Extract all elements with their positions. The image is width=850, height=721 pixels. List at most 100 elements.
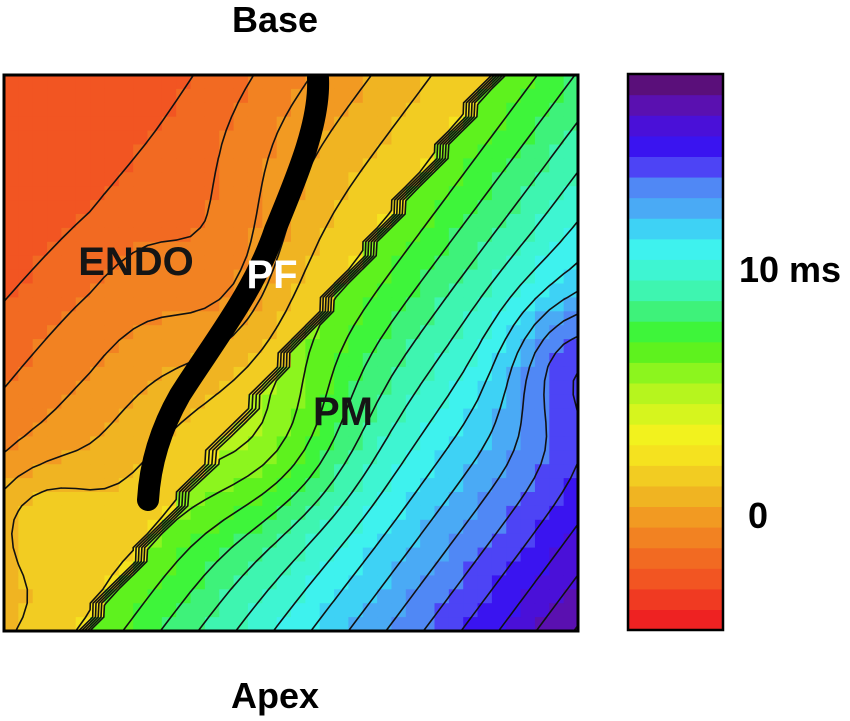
heatmap-cell — [563, 130, 578, 146]
heatmap-cell — [291, 380, 307, 396]
heatmap-cell — [233, 353, 249, 368]
heatmap-cell — [291, 575, 307, 590]
heatmap-cell — [520, 603, 536, 618]
heatmap-cell — [276, 561, 292, 577]
heatmap-cell — [491, 297, 507, 312]
colorbar-band — [628, 609, 723, 631]
heatmap-cell — [405, 297, 421, 312]
contour-line — [75, 75, 493, 631]
heatmap-cell — [247, 158, 263, 173]
heatmap-cell — [563, 464, 578, 479]
heatmap-cell — [534, 200, 550, 215]
heatmap-cell — [362, 88, 378, 104]
heatmap-cell — [118, 394, 134, 410]
heatmap-cell — [147, 366, 163, 382]
heatmap-cell — [491, 130, 507, 146]
heatmap-cell — [362, 450, 378, 465]
heatmap-cell — [176, 561, 192, 577]
heatmap-cell — [190, 269, 206, 285]
heatmap-cell — [47, 283, 63, 299]
heatmap-cell — [133, 297, 149, 312]
heatmap-cell — [61, 617, 77, 631]
heatmap-cell — [204, 102, 220, 118]
colorbar-band — [628, 362, 723, 384]
colorbar-band — [628, 197, 723, 219]
heatmap-cell — [491, 158, 507, 173]
heatmap-cell — [147, 241, 163, 257]
heatmap-cell — [491, 311, 507, 326]
heatmap-cell — [391, 464, 407, 479]
heatmap-cell — [434, 561, 450, 577]
heatmap-cell — [463, 617, 479, 631]
heatmap-cell — [4, 325, 20, 340]
heatmap-cell — [47, 227, 63, 243]
heatmap-cell — [477, 269, 493, 285]
heatmap-cell — [434, 533, 450, 549]
contour-line — [497, 523, 578, 631]
heatmap-cell — [4, 353, 20, 368]
heatmap-cell — [362, 617, 378, 631]
heatmap-cell — [420, 297, 436, 312]
heatmap-cell — [305, 408, 321, 424]
heatmap-cell — [262, 519, 278, 535]
heatmap-cell — [434, 214, 450, 229]
heatmap-cell — [161, 75, 177, 90]
heatmap-cell — [133, 575, 149, 590]
heatmap-cell — [61, 158, 77, 173]
heatmap-cell — [319, 408, 335, 424]
heatmap-cell — [147, 339, 163, 354]
heatmap-cell — [405, 422, 421, 438]
heatmap-cell — [377, 172, 393, 187]
heatmap-cell — [506, 561, 522, 577]
contour-line — [347, 290, 578, 631]
heatmap-cell — [118, 603, 134, 618]
heatmap-cell — [534, 269, 550, 285]
heatmap-cell — [47, 88, 63, 104]
heatmap-cell — [161, 283, 177, 299]
heatmap-cell — [147, 589, 163, 604]
heatmap-cell — [32, 241, 48, 257]
heatmap-cell — [391, 88, 407, 104]
heatmap-cell — [190, 88, 206, 104]
heatmap-cell — [133, 380, 149, 396]
heatmap-cell — [334, 200, 350, 215]
heatmap-cell — [32, 283, 48, 299]
heatmap-cell — [147, 297, 163, 312]
heatmap-cell — [190, 102, 206, 118]
heatmap-cell — [377, 492, 393, 507]
heatmap-cell — [75, 255, 91, 271]
heatmap-cell — [262, 575, 278, 590]
heatmap-cell — [247, 144, 263, 160]
heatmap-cell — [491, 450, 507, 465]
heatmap-cell — [549, 505, 565, 521]
heatmap-cell — [434, 172, 450, 187]
heatmap-cell — [233, 464, 249, 479]
heatmap-cell — [4, 450, 20, 465]
heatmap-cell — [90, 533, 106, 549]
heatmap-cell — [463, 380, 479, 396]
heatmap-cell — [32, 617, 48, 631]
heatmap-cell — [90, 102, 106, 118]
heatmap-cell — [506, 492, 522, 507]
heatmap-cell — [133, 408, 149, 424]
heatmap-cell — [176, 339, 192, 354]
heatmap-cell — [118, 116, 134, 132]
heatmap-cell — [247, 325, 263, 340]
heatmap-cell — [219, 255, 235, 271]
heatmap-cell — [305, 589, 321, 604]
heatmap-cell — [204, 241, 220, 257]
heatmap-cell — [534, 575, 550, 590]
heatmap-cell — [147, 380, 163, 396]
heatmap-cell — [477, 311, 493, 326]
heatmap-cell — [247, 311, 263, 326]
heatmap-cell — [377, 408, 393, 424]
heatmap-cell — [104, 116, 120, 132]
heatmap-cell — [305, 394, 321, 410]
heatmap-cell — [190, 422, 206, 438]
heatmap-cell — [118, 325, 134, 340]
contour-line — [88, 75, 507, 631]
heatmap-cell — [18, 116, 34, 132]
heatmap-cell — [463, 325, 479, 340]
heatmap-cell — [276, 492, 292, 507]
heatmap-cell — [534, 492, 550, 507]
